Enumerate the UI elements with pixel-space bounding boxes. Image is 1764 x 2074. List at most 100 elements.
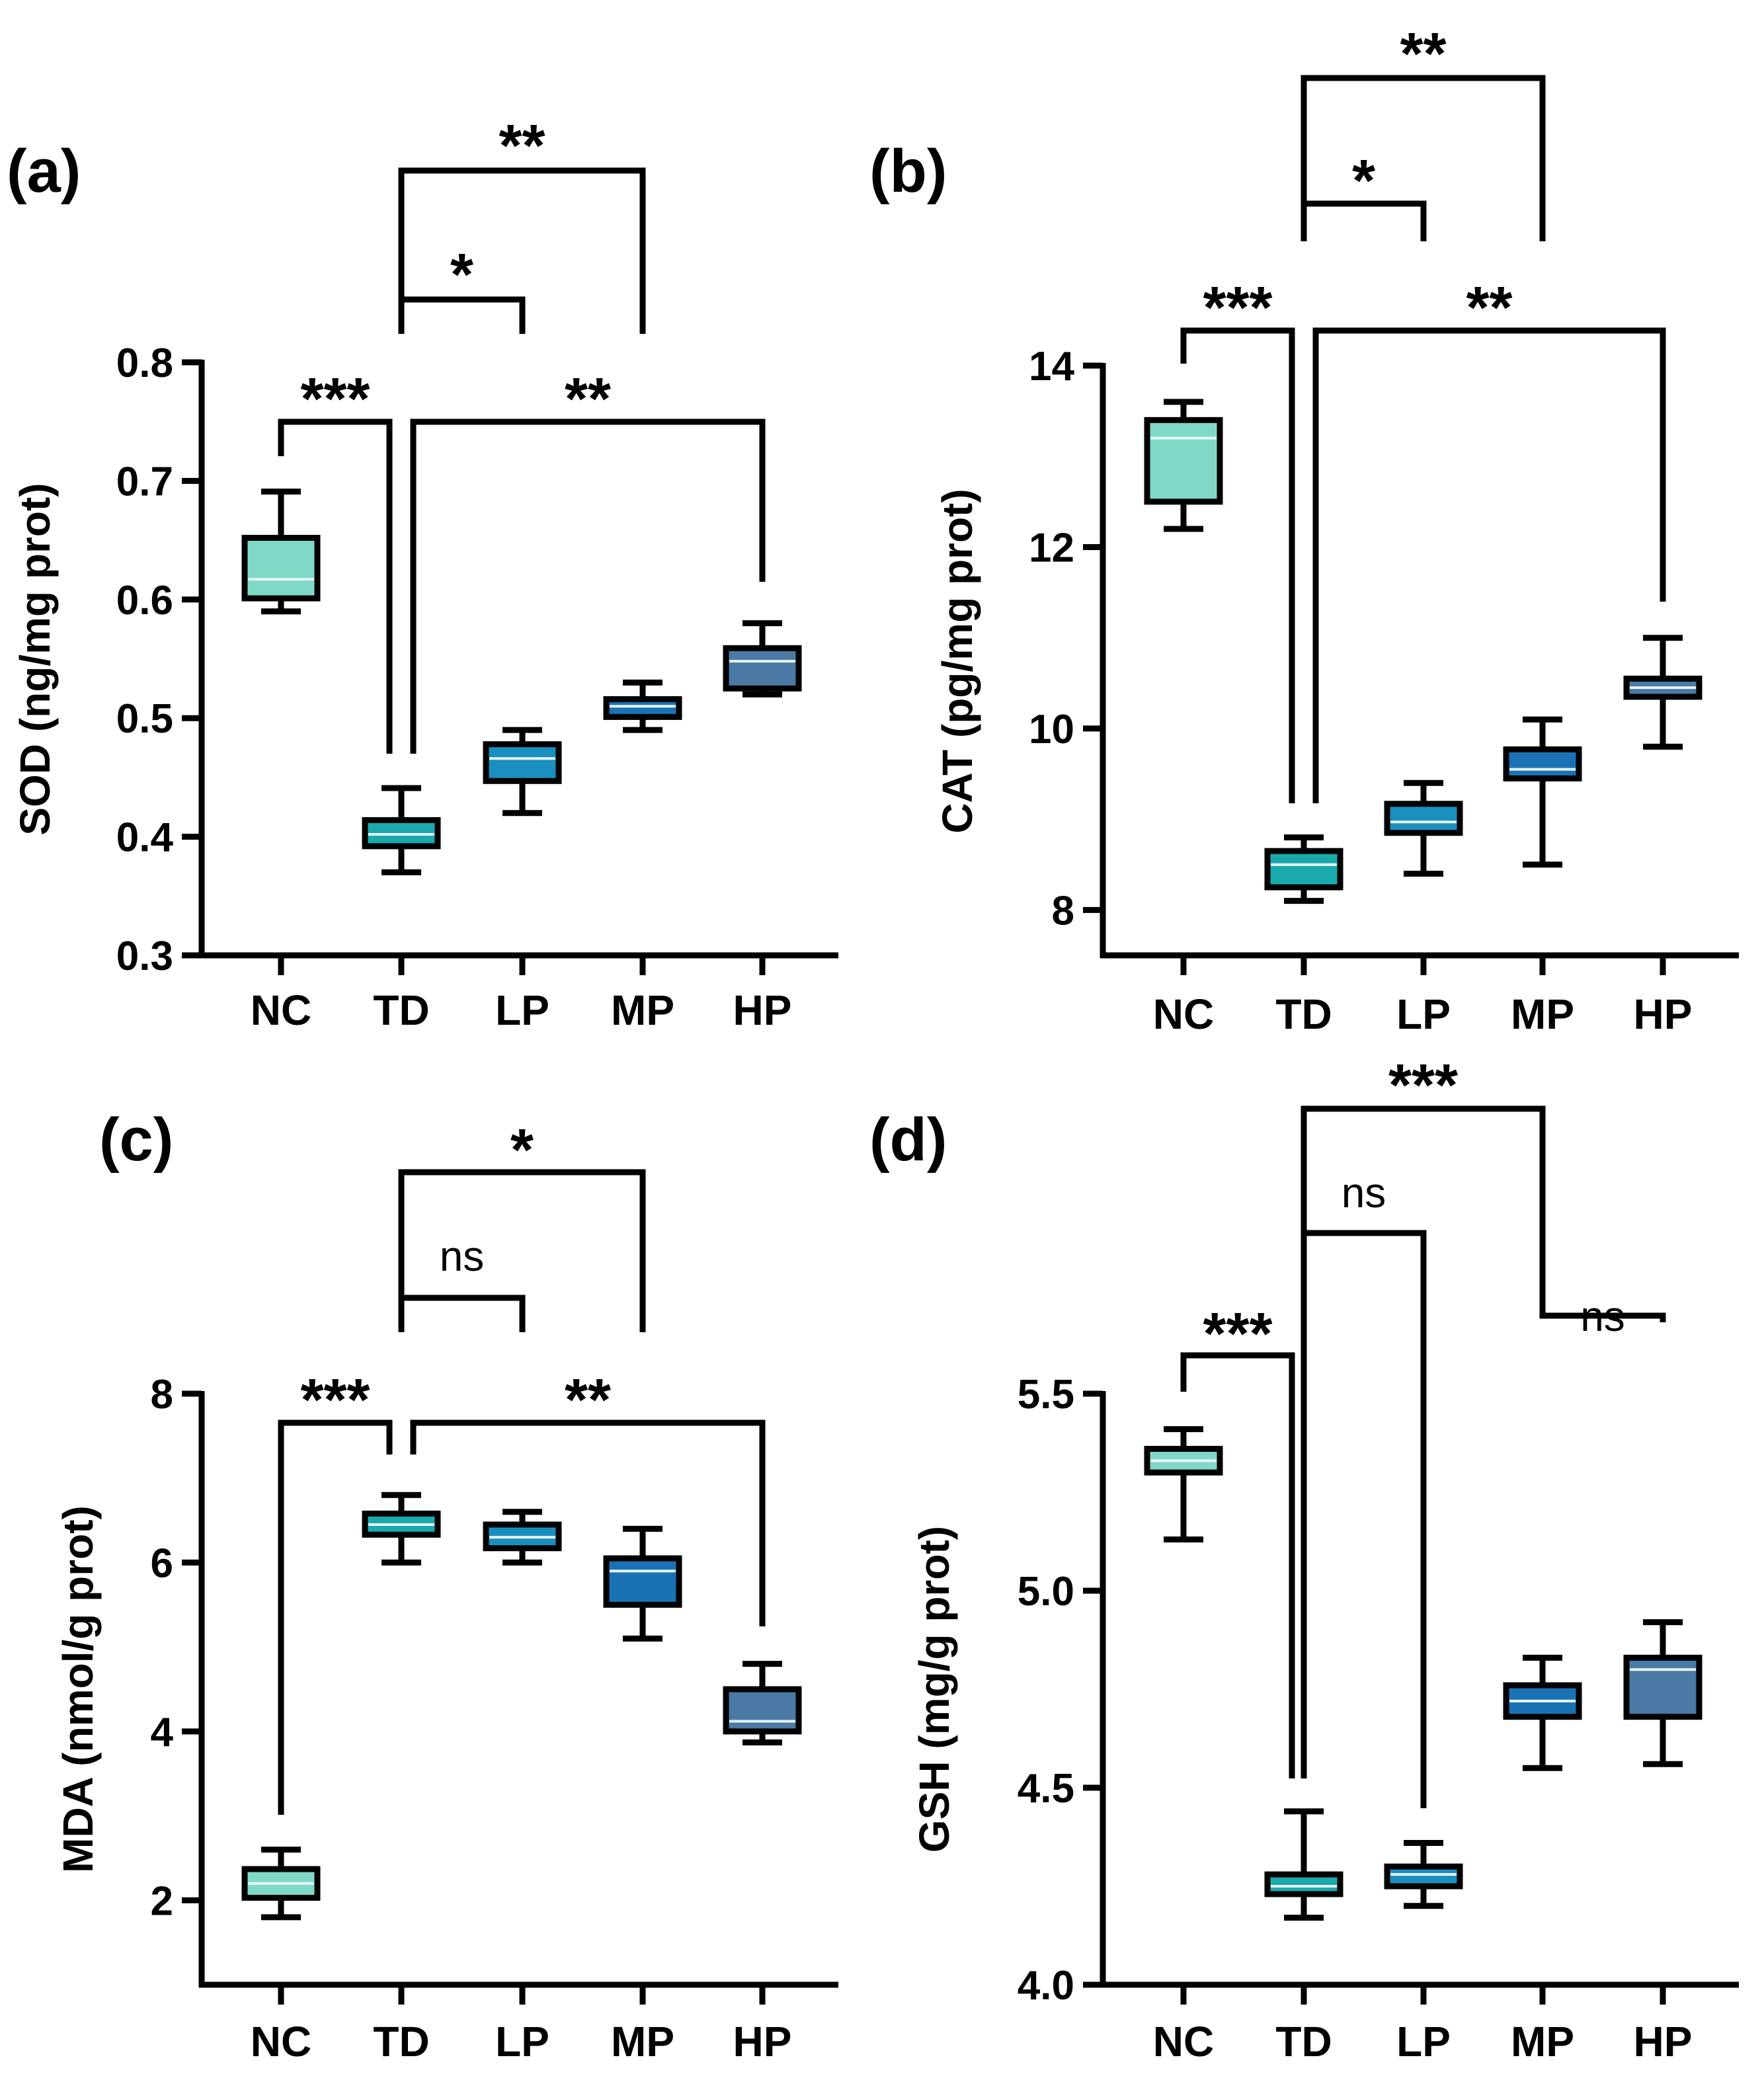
y-tick-label: 0.5 [116,696,173,742]
box-lp [1384,1839,1463,1909]
box-body [241,535,321,602]
significance-bracket: *** [1180,275,1295,803]
bracket-line [278,1419,393,1815]
bracket-line [1180,1352,1295,1778]
box-body [483,741,562,784]
y-axis-title: MDA (nmol/g prot) [54,1505,102,1873]
significance-label: *** [300,366,370,432]
bracket-line [410,1419,766,1626]
bracket-line [1312,327,1666,803]
box-mp [603,679,682,733]
y-tick-label: 4 [151,1710,174,1755]
y-tick-label: 10 [1029,707,1074,752]
significance-bracket: * [398,242,526,334]
y-tick-label: 8 [1052,888,1074,934]
box-hp [1623,635,1703,750]
box-body [1503,746,1582,781]
box-nc [241,489,321,615]
significance-bracket: *** [278,366,393,754]
box-hp [723,620,802,698]
x-tick-label-mp: MP [1511,990,1574,1038]
significance-label: ** [565,366,611,432]
box-body [1623,1654,1703,1720]
y-tick-label: 5.5 [1018,1372,1074,1417]
x-tick-label-td: TD [373,986,429,1034]
box-body [603,696,682,720]
x-tick-label-nc: NC [1153,2018,1214,2065]
panel-label: (b) [869,138,947,205]
significance-bracket: *** [278,1367,393,1815]
x-tick-label-hp: HP [733,2018,792,2065]
y-tick-label: 6 [151,1540,173,1586]
box-body [723,645,802,692]
significance-bracket: ** [1312,275,1666,803]
y-tick-label: 0.6 [116,578,173,623]
x-tick-label-lp: LP [1396,990,1451,1038]
box-td [362,1492,441,1566]
box-td [362,785,441,875]
y-axis-title: CAT (pg/mg prot) [934,489,981,833]
significance-label: * [450,242,473,308]
x-tick-label-lp: LP [495,2018,549,2065]
box-nc [1144,399,1223,532]
x-tick-label-hp: HP [1634,990,1693,1038]
panel-a: (a) SOD (ng/mg prot) 0.3 0.4 0.5 0.6 0.7 0.8 NC T… [7,113,838,1034]
y-tick-label: 0.3 [116,934,173,979]
significance-label: ** [1466,275,1512,341]
y-tick-label: 0.8 [116,340,173,386]
bracket-line [398,167,646,334]
y-tick-label: 14 [1029,344,1074,389]
box-lp [483,727,562,817]
y-axis-title: SOD (ng/mg prot) [11,483,59,835]
significance-label: ** [565,1367,611,1433]
box-body [1384,1863,1463,1890]
significance-label: * [1352,148,1375,214]
box-nc [241,1847,321,1921]
x-tick-label-nc: NC [1153,990,1214,1038]
significance-label: ns [1342,1169,1386,1216]
bracket-line [1301,75,1546,241]
box-hp [723,1661,802,1745]
bracket-line [398,1169,646,1332]
box-body [603,1555,682,1608]
significance-bracket: *** [1301,1053,1546,1268]
y-tick-label: 4.0 [1018,1963,1074,2009]
x-tick-label-lp: LP [495,986,549,1034]
x-tick-label-lp: LP [1396,2018,1451,2065]
x-tick-label-td: TD [1275,2018,1332,2065]
x-tick-label-hp: HP [1634,2018,1693,2065]
y-axis-title: GSH (mg/g prot) [910,1526,958,1853]
box-td [1264,834,1343,904]
y-tick-label: 12 [1029,525,1074,571]
significance-label: ** [1400,21,1446,87]
x-tick-label-hp: HP [733,986,792,1034]
box-mp [603,1525,682,1642]
x-tick-label-td: TD [373,2018,429,2065]
box-nc [1144,1426,1223,1543]
box-body [1144,417,1223,505]
y-tick-label: 5.0 [1018,1569,1074,1615]
panel-d: (d) GSH (mg/g prot) 4.0 4.5 5.0 5.5 NC TD LP MP HP… [869,1053,1739,2065]
y-tick-label: 4.5 [1018,1766,1074,1812]
significance-label: *** [1203,1301,1272,1367]
box-mp [1503,1654,1582,1771]
y-tick-label: 0.4 [116,815,174,861]
significance-bracket: *** [1180,1301,1295,1778]
bracket-line [1301,1105,1546,1268]
y-tick-label: 2 [151,1878,173,1924]
significance-bracket: * [1301,148,1427,241]
box-body [1264,848,1343,891]
significance-label: * [510,1117,534,1183]
y-tick-label: 8 [151,1372,173,1417]
significance-bracket: * [398,1117,646,1332]
significance-bracket: ns [1301,1169,1427,1808]
significance-label: *** [1388,1053,1458,1119]
bracket-line [278,419,393,754]
significance-bracket: ns [398,1232,526,1332]
box-lp [1384,779,1463,877]
significance-label: *** [300,1367,370,1433]
bracket-line [398,1295,526,1332]
